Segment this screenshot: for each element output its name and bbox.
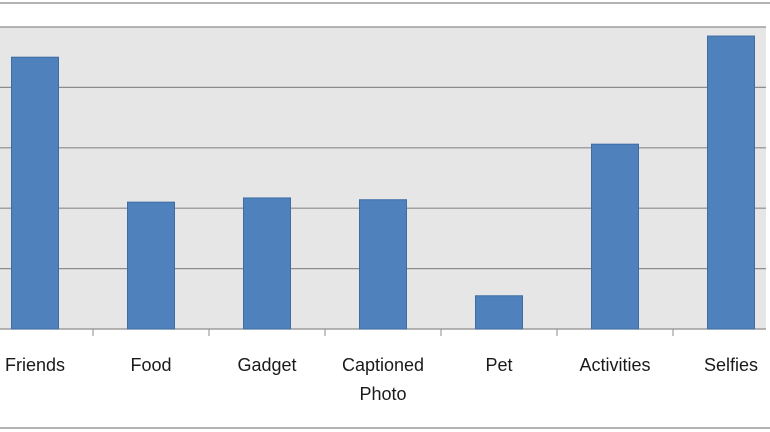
bar — [243, 197, 291, 330]
bar — [475, 295, 523, 330]
bar — [11, 56, 59, 330]
x-tick-label: Food — [130, 355, 171, 375]
bar — [127, 201, 175, 330]
x-tick-label: Friends — [5, 355, 65, 375]
bar — [591, 143, 639, 330]
x-tick-label: Selfies — [704, 355, 758, 375]
bar — [359, 199, 407, 330]
x-tick-label: Pet — [485, 355, 512, 375]
bar — [707, 35, 755, 330]
x-tick-label: Captioned Photo — [342, 355, 424, 404]
x-tick-label: Gadget — [237, 355, 296, 375]
x-tick-label: Activities — [579, 355, 650, 375]
